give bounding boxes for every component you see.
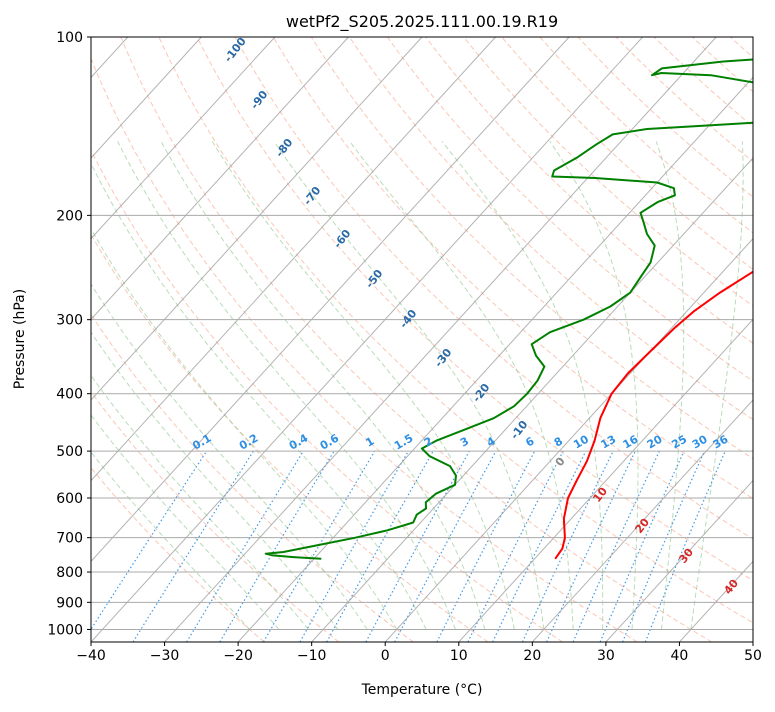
x-tick-label: 30 bbox=[597, 648, 615, 664]
mixing-ratio-label: 0.2 bbox=[237, 432, 260, 453]
moist-adiabat-label: 0 bbox=[553, 455, 568, 469]
dry-adiabat-label: -70 bbox=[301, 184, 324, 208]
mixing-ratio-label: 1.5 bbox=[392, 432, 415, 453]
y-tick-label: 700 bbox=[56, 531, 83, 547]
moist-adiabat-line bbox=[274, 141, 544, 629]
x-tick-label: 50 bbox=[744, 648, 762, 664]
dry-adiabat-label: -60 bbox=[331, 227, 354, 251]
mixing-ratio-label: 4 bbox=[485, 434, 498, 449]
moist-adiabat-line bbox=[80, 141, 426, 629]
mixing-ratio-label: 6 bbox=[523, 434, 536, 449]
moist-adiabat-line bbox=[691, 141, 743, 629]
y-tick-label: 400 bbox=[56, 387, 83, 403]
dry-adiabat-line bbox=[273, 37, 775, 642]
mixing-ratio-line bbox=[187, 451, 304, 642]
isotherm-line bbox=[165, 37, 717, 642]
isotherm-line bbox=[17, 37, 569, 642]
mixing-ratio-line bbox=[220, 451, 334, 642]
mixing-ratio-line bbox=[133, 451, 254, 642]
x-tick-label: 40 bbox=[671, 648, 689, 664]
isotherm-line bbox=[385, 37, 775, 642]
mixing-ratio-label: 36 bbox=[711, 432, 731, 451]
mixing-ratio-label: 3 bbox=[458, 435, 471, 450]
mixing-ratio-line bbox=[547, 451, 636, 642]
moist-adiabat-line bbox=[0, 141, 308, 629]
dry-adiabat-line bbox=[426, 37, 775, 642]
dry-adiabat-line bbox=[0, 37, 264, 642]
dry-adiabat-label: -30 bbox=[432, 346, 455, 370]
x-tick-label: 10 bbox=[450, 648, 468, 664]
x-tick-label: −20 bbox=[223, 648, 253, 664]
dry-adiabat-line bbox=[464, 37, 775, 642]
dry-adiabat-line bbox=[616, 37, 775, 642]
mixing-ratio-label: 1 bbox=[363, 435, 376, 450]
x-tick-label: −40 bbox=[76, 648, 106, 664]
moist-adiabat-label: 20 bbox=[632, 516, 652, 536]
isotherm-line bbox=[753, 37, 775, 642]
dry-adiabat-label: -40 bbox=[397, 307, 420, 331]
y-tick-label: 500 bbox=[56, 444, 83, 460]
y-tick-label: 800 bbox=[56, 565, 83, 581]
moist-adiabat-label: 10 bbox=[590, 485, 610, 505]
mixing-ratio-line bbox=[600, 451, 684, 642]
moist-adiabat-line bbox=[550, 141, 638, 629]
isotherm-line bbox=[459, 37, 775, 642]
mixing-ratio-label: 0.6 bbox=[318, 431, 342, 452]
moist-adiabat-line bbox=[0, 141, 279, 629]
y-tick-label: 100 bbox=[56, 30, 83, 46]
x-tick-label: −10 bbox=[297, 648, 327, 664]
moist-adiabat-label: 40 bbox=[721, 577, 741, 597]
mixing-ratio-label: 30 bbox=[690, 432, 710, 451]
moist-adiabat-line bbox=[161, 141, 485, 629]
dry-adiabat-line bbox=[83, 37, 638, 642]
x-axis-label: Temperature (°C) bbox=[361, 682, 483, 698]
dry-adiabat-line bbox=[121, 37, 712, 642]
mixing-ratio-line bbox=[83, 451, 207, 642]
y-tick-label: 200 bbox=[56, 208, 83, 224]
dry-adiabat-label: -80 bbox=[273, 136, 296, 160]
y-tick-label: 900 bbox=[56, 595, 83, 611]
mixing-ratio-label: 0.1 bbox=[190, 432, 213, 453]
chart-title: wetPf2_S205.2025.111.00.19.R19 bbox=[286, 12, 558, 32]
x-tick-label: −30 bbox=[150, 648, 180, 664]
x-tick-label: 20 bbox=[523, 648, 541, 664]
moist-adiabat-label: 30 bbox=[676, 546, 696, 566]
y-tick-label: 1000 bbox=[47, 622, 83, 638]
moist-adiabat-line bbox=[442, 141, 603, 629]
dry-adiabat-line bbox=[388, 37, 775, 642]
y-tick-label: 600 bbox=[56, 491, 83, 507]
mixing-ratio-line bbox=[264, 451, 375, 642]
x-tick-label: 0 bbox=[381, 648, 390, 664]
y-tick-label: 300 bbox=[56, 313, 83, 329]
moist-adiabat-line bbox=[212, 141, 514, 629]
y-axis-label: Pressure (hPa) bbox=[12, 289, 28, 389]
mixing-ratio-line bbox=[395, 451, 496, 642]
mixing-ratio-line bbox=[573, 451, 659, 642]
isotherm-line bbox=[0, 37, 422, 642]
mixing-ratio-label: 0.4 bbox=[287, 431, 311, 452]
dry-adiabat-line bbox=[769, 37, 775, 642]
mixing-ratio-label: 13 bbox=[599, 433, 619, 452]
dry-adiabat-label: -50 bbox=[363, 267, 386, 291]
dry-adiabat-label: -100 bbox=[222, 35, 249, 65]
mixing-ratio-label: 25 bbox=[669, 433, 689, 452]
mixing-ratio-line bbox=[468, 451, 563, 642]
moist-adiabat-line bbox=[48, 141, 397, 629]
